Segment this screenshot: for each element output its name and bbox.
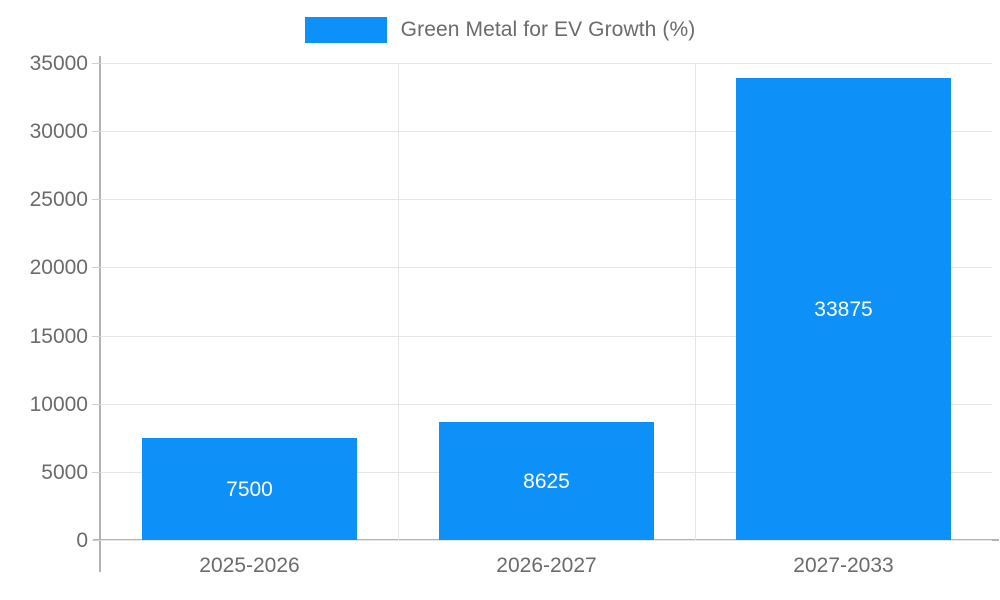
y-axis-tick-label: 0 (76, 529, 88, 552)
legend-label: Green Metal for EV Growth (%) (400, 18, 696, 41)
gridline-horizontal (101, 131, 992, 133)
y-axis-tick-labels: 0 5000 10000 15000 20000 25000 30000 35000 (0, 0, 88, 600)
gridline-horizontal (101, 540, 992, 541)
y-axis-line (99, 56, 101, 572)
gridline-horizontal (101, 63, 992, 64)
gridline-horizontal (101, 403, 992, 405)
y-axis-tick-label: 35000 (29, 52, 88, 75)
legend-item-green-metal[interactable]: Green Metal for EV Growth (%) (304, 17, 696, 43)
bar-2027-2033[interactable] (736, 78, 951, 540)
y-axis-tick-mark (92, 403, 101, 405)
bar-value-label: 8625 (523, 470, 570, 494)
y-axis-tick-label: 15000 (29, 324, 88, 348)
legend-color-swatch-icon (304, 17, 387, 43)
x-axis-tick-label: 2026-2027 (496, 554, 597, 577)
y-axis-tick-label: 20000 (29, 256, 88, 280)
bar-value-label: 33875 (814, 298, 873, 322)
y-axis-tick-label: 25000 (29, 188, 88, 212)
y-axis-tick-mark (92, 131, 101, 133)
x-axis-tick-labels: 2025-2026 2026-2027 2027-2033 (101, 552, 992, 592)
gridline-vertical (398, 63, 399, 540)
gridline-horizontal (101, 335, 992, 337)
chart-legend: Green Metal for EV Growth (%) (0, 8, 1000, 52)
bar-2026-2027[interactable] (439, 422, 654, 540)
y-axis-tick-mark (92, 199, 101, 201)
y-axis-tick-mark (92, 267, 101, 269)
y-axis-tick-mark (92, 335, 101, 337)
y-axis-tick-mark (92, 471, 101, 473)
y-axis-tick-label: 5000 (41, 460, 88, 484)
bar-2025-2026[interactable] (142, 437, 357, 540)
bar-value-label: 7500 (226, 477, 273, 501)
y-axis-tick-mark (92, 540, 101, 541)
gridline-vertical (695, 63, 696, 540)
gridline-horizontal (101, 199, 992, 201)
y-axis-tick-mark (92, 63, 101, 64)
x-axis-tick-label: 2027-2033 (793, 554, 894, 577)
y-axis-tick-label: 30000 (29, 120, 88, 144)
gridline-horizontal (101, 267, 992, 269)
plot-area: 7500 8625 33875 (101, 63, 992, 541)
x-axis-tick-label: 2025-2026 (199, 554, 300, 577)
y-axis-tick-label: 10000 (29, 392, 88, 416)
